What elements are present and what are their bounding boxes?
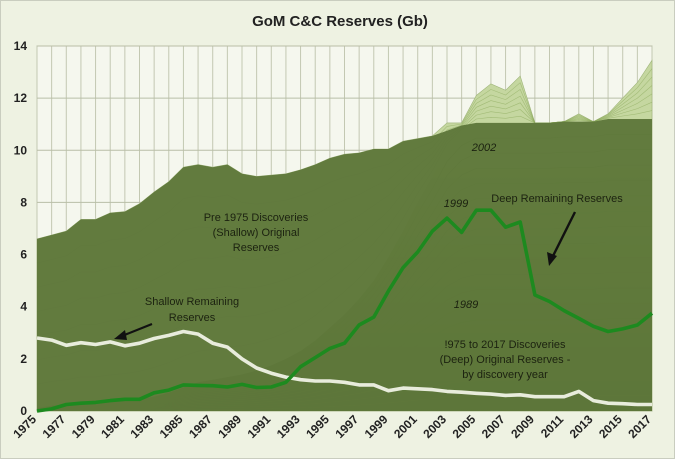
shallow-original-reserves-area: [37, 119, 652, 411]
deep-remaining-arrowhead: [547, 252, 557, 266]
x-tick-1983: 1983: [127, 412, 156, 441]
year-label-2002: 2002: [471, 142, 496, 154]
year-label-1989: 1989: [454, 299, 478, 311]
x-tick-2009: 2009: [508, 412, 537, 441]
x-tick-1979: 1979: [69, 412, 98, 441]
y-tick-4: 4: [20, 300, 27, 314]
x-axis-tick-labels: 1975 1977 1979 1981 1983 1985 1987 1989 1991 1993…: [10, 412, 654, 441]
annotation-pre1975-line2: (Shallow) Original: [213, 227, 300, 239]
y-tick-10: 10: [14, 143, 28, 157]
annotation-pre1975-line1: Pre 1975 Discoveries: [204, 212, 309, 224]
x-tick-2001: 2001: [391, 412, 420, 441]
x-tick-1991: 1991: [245, 412, 274, 441]
y-tick-0: 0: [20, 404, 27, 418]
y-tick-6: 6: [20, 248, 27, 262]
x-tick-1997: 1997: [332, 412, 361, 441]
x-tick-1995: 1995: [303, 412, 332, 441]
annotation-pre1975-line3: Reserves: [233, 242, 280, 254]
x-tick-1989: 1989: [215, 412, 244, 441]
x-tick-2003: 2003: [420, 412, 449, 441]
x-tick-2015: 2015: [596, 412, 625, 441]
x-tick-2013: 2013: [567, 412, 596, 441]
annotation-shallow-remaining-line1: Shallow Remaining: [145, 296, 239, 308]
annotation-deep-remaining: Deep Remaining Reserves: [491, 193, 623, 205]
year-label-1999: 1999: [444, 198, 468, 210]
x-tick-2011: 2011: [538, 412, 567, 441]
deep-remaining-arrow: [551, 211, 577, 257]
y-tick-12: 12: [14, 91, 28, 105]
x-tick-1975: 1975: [10, 412, 39, 441]
x-tick-2005: 2005: [450, 412, 479, 441]
x-tick-2017: 2017: [625, 412, 654, 441]
y-tick-14: 14: [14, 39, 28, 53]
x-tick-1993: 1993: [274, 412, 303, 441]
x-tick-2007: 2007: [479, 412, 508, 441]
x-tick-1977: 1977: [40, 412, 69, 441]
annotation-deep-original-line2: (Deep) Original Reserves -: [440, 354, 571, 366]
deep-remaining-line: [36, 208, 654, 413]
annotation-shallow-remaining-line2: Reserves: [169, 312, 216, 324]
shallow-remaining-arrow: [121, 322, 153, 338]
x-tick-1981: 1981: [98, 412, 127, 441]
y-tick-8: 8: [20, 195, 27, 209]
annotation-deep-original-line3: by discovery year: [462, 369, 548, 381]
x-tick-1985: 1985: [157, 412, 186, 441]
y-tick-2: 2: [20, 352, 27, 366]
annotation-deep-original-line1: !975 to 2017 Discoveries: [444, 339, 566, 351]
x-tick-1999: 1999: [362, 412, 391, 441]
x-tick-1987: 1987: [186, 412, 215, 441]
y-axis-tick-labels: 0 2 4 6 8 10 12 14: [14, 39, 28, 418]
shallow-remaining-line: [36, 329, 652, 407]
shallow-remaining-arrowhead: [114, 330, 127, 340]
chart-title: GoM C&C Reserves (Gb): [252, 13, 428, 30]
